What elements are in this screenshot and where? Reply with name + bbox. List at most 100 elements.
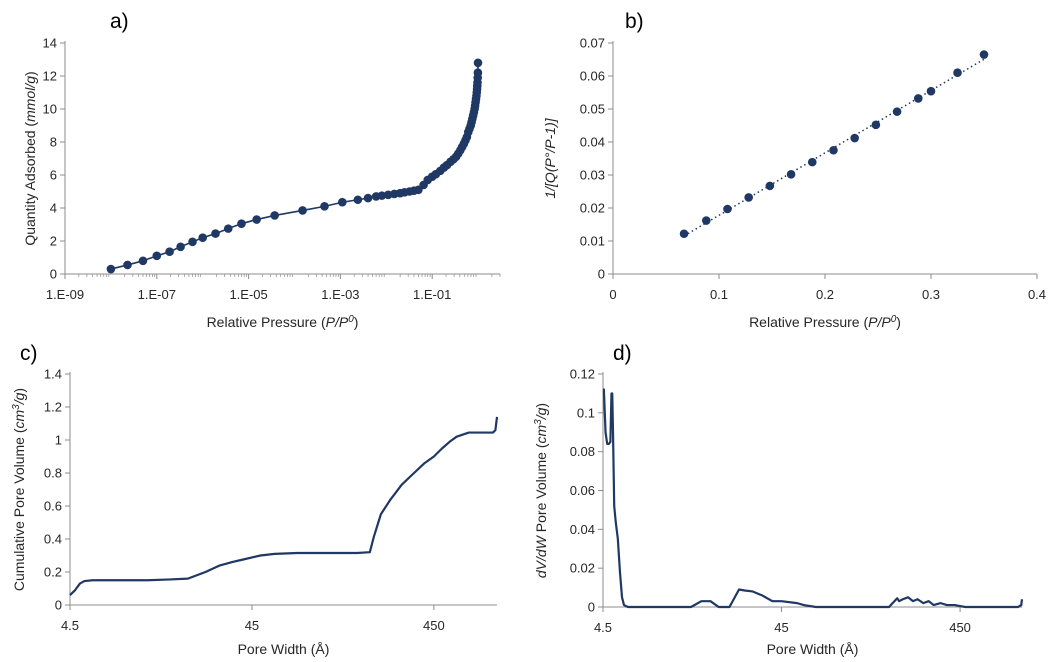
- data-point: [913, 94, 923, 103]
- panel-label: a): [110, 10, 129, 33]
- y-tick-label: 2: [50, 234, 57, 249]
- y-tick-label: 0.06: [580, 69, 605, 84]
- y-tick-label: 0: [598, 267, 605, 282]
- data-point: [892, 107, 902, 116]
- y-tick-label: 0.12: [570, 367, 595, 382]
- series-line: [602, 388, 1024, 609]
- data-point: [786, 170, 796, 179]
- panel-label: c): [20, 342, 38, 365]
- data-point: [270, 211, 279, 220]
- y-tick-label: 0.02: [580, 201, 605, 216]
- y-tick-label: 0.03: [580, 168, 605, 183]
- data-point: [679, 229, 689, 239]
- x-tick-label: 450: [949, 620, 971, 635]
- data-point: [138, 256, 148, 266]
- y-tick-label: 0.08: [570, 444, 595, 459]
- data-point: [123, 260, 132, 270]
- data-point: [106, 264, 116, 274]
- chart-panel-2: b) 0 0.01 0.02 0.03 0.04 0.05 0.06 0.07 0 0.1 0.2 0.…: [542, 10, 1046, 330]
- y-tick-label: 0.4: [44, 532, 62, 547]
- data-point: [744, 193, 753, 202]
- x-tick-label: 1.E-01: [413, 287, 451, 302]
- x-tick-label: 1.E-07: [138, 287, 176, 302]
- y-tick-label: 0: [55, 598, 62, 613]
- x-tick-label: 45: [774, 620, 788, 635]
- data-point: [320, 202, 329, 211]
- y-tick-label: 8: [50, 135, 57, 150]
- x-tick-label: 4.5: [61, 618, 79, 633]
- data-point: [211, 229, 220, 238]
- y-tick-label: 0.07: [580, 36, 605, 51]
- chart-panel-1: a) 0 2 4 6 8 10 12 14 1.E-09 1.E-07 1.E-05 1.E-03 1.E…: [22, 10, 501, 331]
- series-line: [69, 416, 499, 596]
- data-point: [765, 181, 775, 191]
- x-tick-label: 4.5: [594, 620, 612, 635]
- data-point: [363, 193, 373, 203]
- y-tick-label: 14: [43, 36, 57, 51]
- y-tick-label: 10: [43, 102, 57, 117]
- y-tick-label: 0.04: [580, 135, 605, 150]
- data-point: [926, 86, 936, 96]
- x-tick-label: 45: [245, 618, 259, 633]
- x-tick-label: 0.2: [816, 287, 834, 302]
- data-point: [953, 68, 962, 77]
- data-point: [871, 120, 881, 130]
- y-tick-label: 0.04: [570, 522, 595, 537]
- x-tick-label: 1.E-09: [46, 287, 84, 302]
- data-point: [353, 195, 363, 205]
- y-axis-title: Quantity Adsorbed (mmol/g): [22, 71, 38, 245]
- data-point: [188, 237, 197, 247]
- x-axis-title: Relative Pressure (P/P0): [749, 314, 901, 331]
- x-tick-label: 1.E-05: [229, 287, 267, 302]
- y-tick-label: 0.2: [44, 565, 62, 580]
- data-point: [473, 58, 483, 68]
- x-tick-label: 450: [423, 618, 445, 633]
- series-line: [110, 62, 479, 270]
- y-tick-label: 12: [43, 69, 57, 84]
- x-axis-title: Pore Width (Å): [767, 641, 859, 657]
- y-tick-label: 0: [50, 267, 57, 282]
- data-point: [377, 191, 387, 200]
- panel-label: d): [613, 342, 632, 365]
- data-point: [176, 242, 185, 252]
- data-point: [165, 247, 174, 257]
- data-point: [198, 233, 208, 242]
- x-axis-title: Relative Pressure (P/P0): [207, 314, 359, 331]
- data-point: [850, 133, 859, 143]
- y-tick-label: 0.1: [577, 405, 595, 420]
- y-tick-label: 4: [50, 201, 57, 216]
- x-tick-label: 1.E-03: [321, 287, 359, 302]
- x-tick-label: 0.1: [710, 287, 728, 302]
- y-tick-label: 6: [50, 168, 57, 183]
- data-point: [829, 145, 838, 155]
- y-tick-label: 0.8: [44, 466, 62, 481]
- data-point: [298, 206, 307, 215]
- data-point: [252, 215, 261, 224]
- chart-panel-3: c) 0 0.2 0.4 0.6 0.8 1 1.2 1.4 4.5 45 450 Pore Width…: [11, 342, 499, 657]
- y-tick-label: 1.2: [44, 400, 62, 415]
- y-tick-label: 0: [588, 600, 595, 615]
- x-tick-label: 0: [609, 287, 616, 302]
- x-axis-title: Pore Width (Å): [238, 641, 330, 657]
- data-point: [979, 50, 989, 59]
- panel-label: b): [625, 10, 644, 33]
- data-point: [338, 197, 347, 207]
- y-tick-label: 0.01: [580, 234, 605, 249]
- x-tick-label: 0.3: [922, 287, 940, 302]
- x-tick-label: 0.4: [1028, 287, 1046, 302]
- y-axis-title: 1/[Q(P°/P-1)]: [542, 117, 558, 198]
- y-tick-label: 1.4: [44, 367, 62, 382]
- y-tick-label: 0.05: [580, 102, 605, 117]
- data-point: [473, 68, 483, 77]
- y-tick-label: 0.6: [44, 499, 62, 514]
- y-tick-label: 0.06: [570, 483, 595, 498]
- y-tick-label: 1: [55, 433, 62, 448]
- y-axis-title: dV/dW Pore Volume (cm3/g): [533, 403, 550, 578]
- y-axis-title: Cumulative Pore Volume (cm3/g): [11, 388, 28, 591]
- chart-panel-4: d) 0 0.02 0.04 0.06 0.08 0.1 0.12 4.5 45 450 Pore W…: [533, 342, 1024, 657]
- data-point: [223, 224, 233, 233]
- data-point: [701, 216, 711, 225]
- data-point: [152, 251, 162, 261]
- y-tick-label: 0.02: [570, 561, 595, 576]
